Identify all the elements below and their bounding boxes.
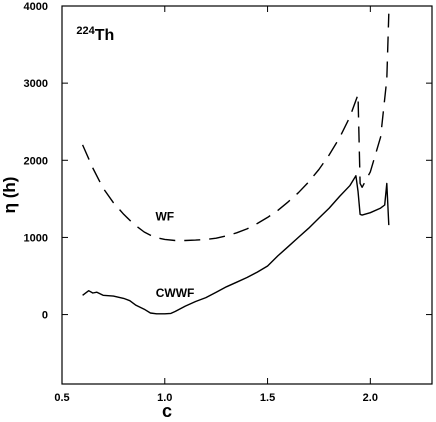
x-tick-label: 0.5 [54, 392, 69, 404]
axis-labels: c η (h) [0, 177, 172, 421]
chart-annotations: 224Th WF CWWF [76, 25, 194, 300]
series-annotation-wf: WF [155, 209, 174, 223]
y-axis-label: η (h) [0, 177, 19, 214]
plot-border [61, 5, 433, 385]
series-annotation-cwwf: CWWF [156, 286, 195, 300]
x-tick-label: 1.5 [260, 392, 275, 404]
y-tick-label: 0 [42, 310, 48, 322]
x-tick-label: 2.0 [363, 392, 378, 404]
plot-frame [61, 5, 433, 385]
y-tick-label: 3000 [24, 78, 48, 90]
x-axis-label: c [162, 401, 172, 421]
y-tick-label: 1000 [24, 232, 48, 244]
plot-series [81, 13, 390, 315]
x-tick-label: 1.0 [157, 392, 172, 404]
y-tick-label: 2000 [24, 155, 48, 167]
y-tick-label: 4000 [24, 1, 48, 13]
axis-ticks: 0.5 1.0 1.5 2.0 0 1000 2000 3000 4000 [24, 1, 432, 404]
series-line-cwwf [82, 175, 390, 315]
series-line-wf [81, 13, 390, 242]
nucleus-label: 224Th [76, 25, 114, 44]
